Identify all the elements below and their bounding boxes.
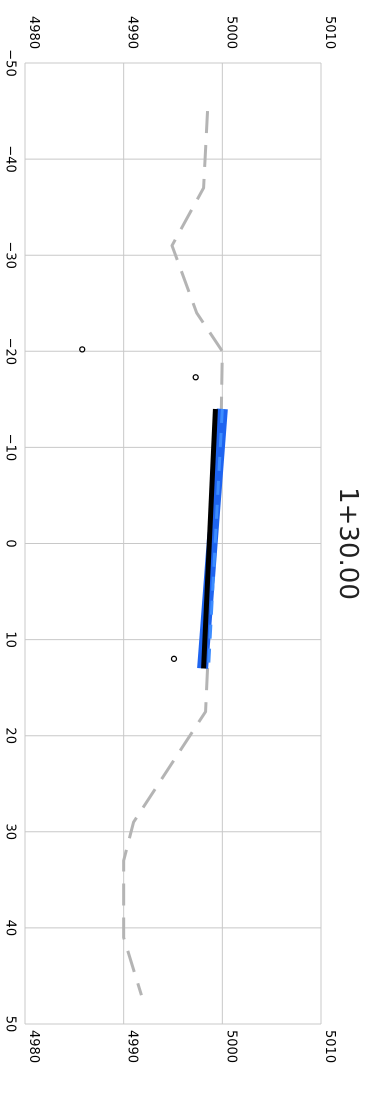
x-tick-label: 0 — [3, 539, 18, 547]
data-point-marker — [79, 346, 86, 353]
y-tick-label-top: 5000 — [223, 16, 238, 49]
y-tick-label-top: 5010 — [322, 16, 337, 49]
x-tick-label: −10 — [3, 434, 18, 461]
y-tick-label-bottom: 4980 — [26, 1030, 41, 1063]
series-line-1 — [122, 110, 224, 996]
x-tick-label: −40 — [3, 145, 18, 172]
data-point-marker — [170, 655, 178, 662]
x-tick-label: −20 — [3, 338, 18, 365]
x-tick-label: 20 — [3, 727, 18, 744]
x-tick-label: 50 — [3, 1016, 18, 1033]
y-tick-label-bottom: 5010 — [322, 1030, 337, 1063]
x-tick-label: 40 — [3, 920, 18, 937]
x-tick-label: 10 — [3, 631, 18, 648]
x-tick-label: −50 — [3, 49, 18, 76]
chart-title: 1+30.00 — [333, 487, 363, 600]
y-tick-label-top: 4990 — [125, 16, 140, 49]
y-tick-label-bottom: 5000 — [223, 1030, 238, 1063]
y-tick-label-bottom: 4990 — [125, 1030, 140, 1063]
series-line-3 — [201, 408, 218, 669]
x-tick-label: 30 — [3, 824, 18, 841]
series-line-4 — [207, 408, 224, 669]
x-tick-label: −30 — [2, 241, 17, 268]
data-point-marker — [192, 374, 199, 381]
y-tick-label-top: 4980 — [26, 16, 41, 49]
